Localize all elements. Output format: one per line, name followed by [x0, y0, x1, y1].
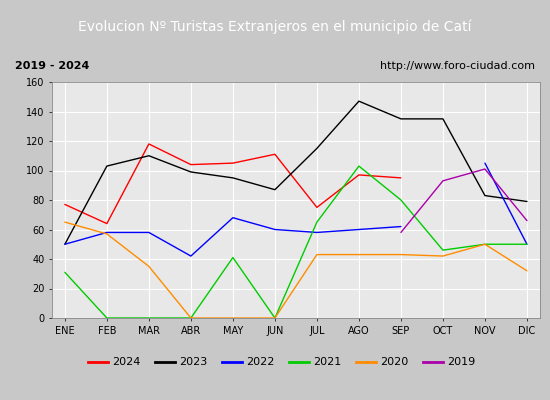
Text: 2019 - 2024: 2019 - 2024 [15, 61, 90, 70]
Text: 2024: 2024 [112, 357, 141, 367]
Text: 2022: 2022 [246, 357, 274, 367]
Text: 2023: 2023 [179, 357, 208, 367]
Text: 2019: 2019 [447, 357, 475, 367]
Text: 2020: 2020 [380, 357, 409, 367]
Text: Evolucion Nº Turistas Extranjeros en el municipio de Catí: Evolucion Nº Turistas Extranjeros en el … [78, 20, 472, 34]
Text: http://www.foro-ciudad.com: http://www.foro-ciudad.com [380, 61, 535, 70]
Text: 2021: 2021 [313, 357, 342, 367]
